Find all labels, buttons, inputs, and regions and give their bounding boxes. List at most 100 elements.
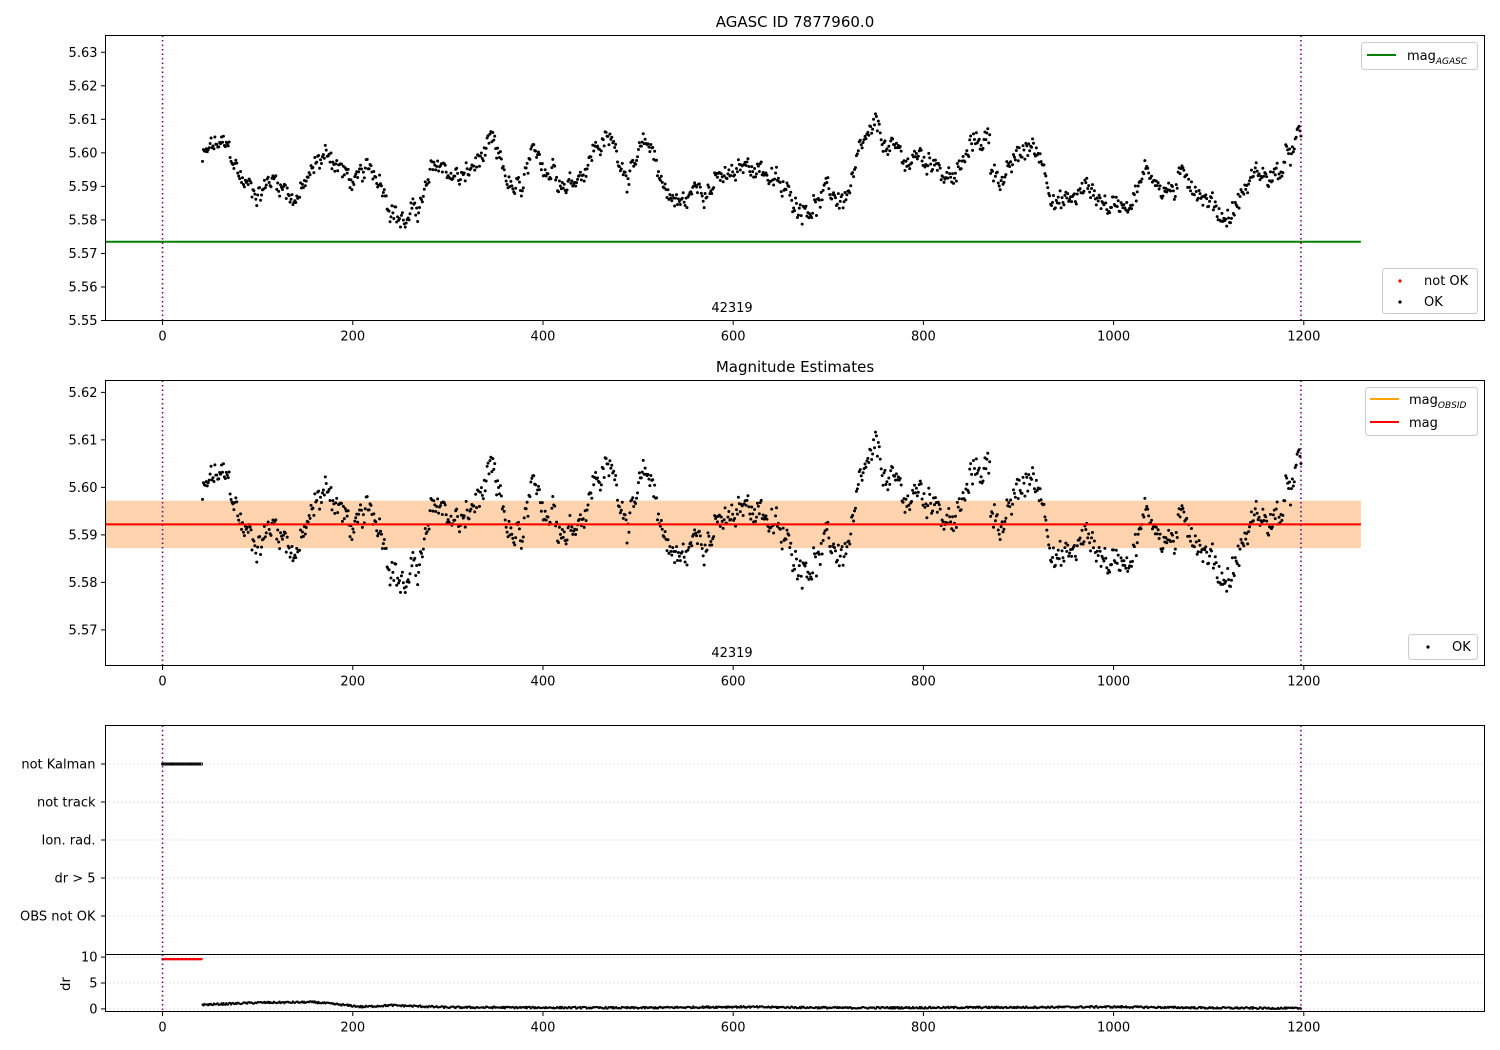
mag-point xyxy=(426,178,430,182)
mag-point xyxy=(1101,556,1105,560)
mag-point xyxy=(1017,478,1021,482)
mag-point xyxy=(606,462,610,466)
mag-point xyxy=(596,144,600,148)
mag-point xyxy=(670,553,674,557)
mag-point xyxy=(838,554,842,558)
mag-point xyxy=(375,529,379,533)
mag-point xyxy=(510,532,514,536)
mag-point xyxy=(757,170,761,173)
mag-point xyxy=(817,552,821,556)
mag-point xyxy=(254,551,258,555)
mag-point xyxy=(389,215,393,219)
mag-point xyxy=(935,510,939,514)
mag-point xyxy=(1108,211,1112,215)
mag-point xyxy=(1125,201,1129,205)
panel-dr-x-axis: 0 200 400 600 800 1000 1200 xyxy=(158,1011,1320,1036)
mag-point xyxy=(883,468,887,472)
y-tick-label: 5.58 xyxy=(69,576,98,591)
mag-point xyxy=(904,497,908,501)
mag-point xyxy=(284,550,288,554)
dr-point xyxy=(874,1007,877,1010)
mag-point xyxy=(1173,547,1177,551)
mag-point xyxy=(1178,515,1182,519)
mag-point xyxy=(1014,482,1018,486)
mag-point xyxy=(250,195,254,199)
mag-point xyxy=(401,218,405,222)
mag-point xyxy=(867,460,871,464)
mag-point xyxy=(584,519,588,523)
mag-point xyxy=(873,112,877,116)
mag-point xyxy=(987,471,991,475)
mag-point xyxy=(810,577,814,581)
x-tick-label: 800 xyxy=(911,1021,936,1036)
mag-point xyxy=(1025,144,1029,148)
mag-point xyxy=(576,177,580,181)
mag-point xyxy=(1003,520,1007,524)
mag-point xyxy=(1244,187,1248,191)
mag-point xyxy=(535,492,539,496)
mag-point xyxy=(888,149,892,153)
mag-point xyxy=(360,179,364,183)
mag-point xyxy=(288,200,292,204)
mag-point xyxy=(1108,570,1112,574)
mag-point xyxy=(407,218,411,222)
mag-point xyxy=(965,149,969,153)
mag-point xyxy=(847,539,851,543)
mag-point xyxy=(606,134,610,138)
mag-point xyxy=(1290,145,1294,149)
dr-point xyxy=(491,1007,494,1010)
mag-point xyxy=(1247,182,1251,186)
mag-point xyxy=(529,147,533,151)
mag-point xyxy=(1270,179,1274,183)
y-tick-label: 5.57 xyxy=(69,247,98,262)
mag-point xyxy=(992,525,995,529)
mag-point xyxy=(524,166,528,170)
mag-point xyxy=(814,574,818,578)
mag-point xyxy=(403,591,407,595)
mag-point xyxy=(409,201,413,205)
mag-point xyxy=(1086,536,1090,540)
y-tick-label: 5.60 xyxy=(69,481,98,496)
mag-point xyxy=(1169,539,1173,543)
mag-point xyxy=(851,513,855,517)
mag-point xyxy=(374,175,378,179)
mag-point xyxy=(208,142,212,146)
mag-point xyxy=(534,149,538,153)
mag-point xyxy=(259,553,263,557)
mag-point xyxy=(1102,203,1106,207)
mag-point xyxy=(485,136,489,140)
mag-point xyxy=(698,534,702,538)
mag-point xyxy=(526,171,530,175)
mag-point xyxy=(837,564,841,568)
mag-point xyxy=(818,205,822,209)
y-tick-label: 5.61 xyxy=(69,113,98,128)
mag-point xyxy=(408,212,412,216)
mag-point xyxy=(1110,205,1114,209)
mag-point xyxy=(1061,201,1065,205)
mag-point xyxy=(1143,159,1147,163)
mag-point xyxy=(431,168,435,172)
mag-point xyxy=(948,172,952,176)
mag-point xyxy=(354,172,358,176)
mag-point xyxy=(558,532,562,536)
mag-point xyxy=(484,146,488,150)
mag-point xyxy=(1242,192,1246,196)
mag-point xyxy=(579,178,583,182)
mag-point xyxy=(217,477,221,481)
mag-point xyxy=(1004,173,1008,177)
mag-point xyxy=(655,174,659,178)
mag-point xyxy=(794,549,798,553)
mag-point xyxy=(435,505,439,509)
mag-point xyxy=(877,445,881,449)
mag-point xyxy=(1229,584,1233,588)
mag-point xyxy=(413,201,417,205)
mag-point xyxy=(1188,185,1192,189)
mag-point xyxy=(404,585,408,589)
mag-point xyxy=(649,142,653,146)
mag-point xyxy=(1193,185,1197,189)
mag-point xyxy=(495,493,499,497)
mag-point xyxy=(731,512,735,516)
legend-magnitude-markers: OK xyxy=(1408,634,1478,660)
